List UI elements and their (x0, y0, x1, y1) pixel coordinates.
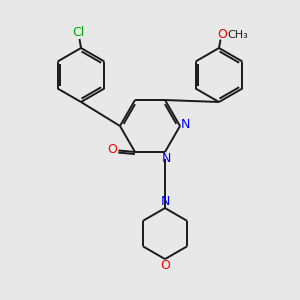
Text: CH₃: CH₃ (227, 29, 248, 40)
Text: O: O (108, 143, 117, 156)
Text: O: O (160, 259, 170, 272)
Text: Cl: Cl (72, 26, 84, 39)
Text: N: N (181, 118, 190, 131)
Text: N: N (162, 152, 171, 165)
Text: N: N (160, 195, 170, 208)
Text: O: O (218, 28, 227, 41)
